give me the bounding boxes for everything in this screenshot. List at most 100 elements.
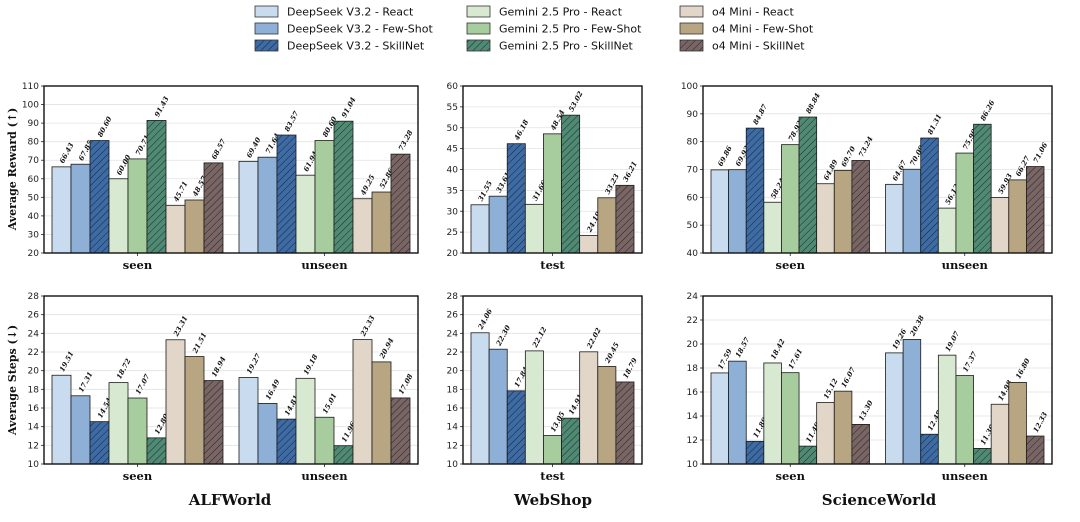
bar-o4-mini-react-seen (165, 204, 186, 254)
ytick-label: 60 (28, 175, 40, 185)
bar-deepseek-v3-2-skillnet-seen (745, 127, 765, 254)
bar-gemini-2-5-pro-react-test (524, 203, 544, 254)
bar-deepseek-v3-2-react-unseen (238, 377, 259, 465)
bar-deepseek-v3-2-skillnet-unseen (276, 418, 297, 465)
data-label: 69.86 (716, 144, 734, 168)
data-label: 53.02 (566, 89, 584, 113)
bar-group-test: 24.0622.3017.8422.1213.0514.9122.0220.45… (470, 307, 639, 465)
ytick-label: 110 (22, 82, 39, 92)
ytick-label: 20 (687, 340, 699, 350)
data-label: 19.18 (301, 353, 319, 377)
panel-alfworld-reward: 20 30 40 50 60 70 80 90 100 110 66.43 67.8580.6060.… (22, 82, 419, 272)
ytick-label: 12 (687, 436, 698, 446)
data-label: 71.06 (1031, 141, 1049, 165)
bar-gemini-2-5-pro-skillnet-seen (798, 116, 818, 254)
ytick-label: 20 (447, 367, 459, 377)
legend-item-deepseek-v3-2-skillnet: DeepSeek V3.2 - SkillNet (254, 40, 425, 53)
ytick-label: 22 (687, 316, 698, 326)
data-label: 22.30 (494, 323, 513, 348)
ytick-label: 60 (687, 193, 699, 203)
legend-label: o4 Mini - Few-Shot (712, 23, 814, 36)
data-label: 17.37 (961, 350, 979, 374)
data-label: 81.31 (925, 112, 943, 136)
bar-group-seen: 69.86 69.9384.8758.2478.9388.8464.8969.70… (710, 91, 875, 254)
ytick-label: 10 (28, 460, 40, 470)
legend-item-o4-mini-react: o4 Mini - React (679, 5, 794, 19)
bar-gemini-2-5-pro-few-shot-seen (127, 158, 148, 254)
bar-gemini-2-5-pro-react-unseen (937, 354, 957, 465)
bar-gemini-2-5-pro-skillnet-unseen (973, 123, 992, 254)
domain-label-alfworld: ALFWorld (188, 491, 272, 509)
bar-o4-mini-few-shot-seen (833, 169, 853, 254)
bar-o4-mini-few-shot-unseen (1008, 381, 1027, 465)
data-label: 80.60 (95, 115, 113, 139)
data-label: 66.43 (57, 141, 75, 165)
data-label: 20.45 (602, 341, 621, 366)
ytick-label: 45 (447, 145, 458, 155)
ytick-label: 100 (681, 82, 698, 92)
plot-frame (702, 295, 1053, 465)
ylabel-reward: Average Reward (↑) (6, 108, 19, 232)
legend-item-gemini-2-5-pro-few-shot: Gemini 2.5 Pro - Few-Shot (466, 22, 642, 36)
ytick-label: 50 (687, 221, 699, 231)
bar-deepseek-v3-2-skillnet-unseen (920, 433, 939, 465)
bar-o4-mini-skillnet-unseen (1025, 166, 1045, 254)
ytick-label: 14 (28, 423, 40, 433)
ytick-label: 40 (447, 166, 459, 176)
data-label: 22.02 (584, 326, 603, 351)
ytick-label: 10 (447, 460, 459, 470)
bar-deepseek-v3-2-few-shot-seen (70, 395, 91, 465)
ytick-label: 20 (28, 249, 40, 259)
bar-gemini-2-5-pro-few-shot-seen (781, 372, 800, 465)
plot-frame (43, 85, 419, 254)
bar-o4-mini-react-seen (816, 402, 835, 465)
legend-swatch (466, 22, 491, 35)
bar-o4-mini-skillnet-seen (203, 162, 224, 254)
data-label: 91.43 (152, 95, 170, 119)
data-label: 69.40 (244, 136, 262, 160)
bar-o4-mini-skillnet-unseen (1025, 435, 1045, 465)
bar-o4-mini-react-test (579, 351, 599, 465)
bar-o4-mini-skillnet-test (615, 381, 635, 465)
ytick-label: 16 (687, 388, 699, 398)
bar-gemini-2-5-pro-react-seen (108, 382, 129, 465)
legend-item-deepseek-v3-2-few-shot: DeepSeek V3.2 - Few-Shot (254, 23, 433, 36)
bar-o4-mini-few-shot-seen (184, 199, 205, 254)
panel-webshop-steps: 10 12 14 16 18 20 22 24 26 28 24.0622.3017.8422.12… (447, 292, 643, 483)
legend-swatch (679, 22, 704, 35)
data-label: 22.12 (530, 325, 549, 350)
panel-alfworld-steps: 10 12 14 16 18 20 22 24 26 28 19.5117.3114.5418.72… (28, 292, 419, 483)
bar-o4-mini-react-seen (165, 339, 186, 465)
bar-deepseek-v3-2-skillnet-test (506, 143, 526, 254)
xtick-label-test: test (540, 258, 565, 272)
data-label: 20.94 (377, 336, 396, 361)
data-label: 91.04 (339, 95, 357, 119)
bar-group-unseen: 19.2716.4914.8119.1815.0111.9623.3320.94… (238, 314, 415, 465)
ytick-label: 28 (28, 292, 40, 302)
ytick-label: 18 (28, 385, 40, 395)
legend-label: DeepSeek V3.2 - Few-Shot (287, 23, 433, 36)
bar-gemini-2-5-pro-few-shot-unseen (955, 375, 974, 465)
bar-deepseek-v3-2-react-unseen (238, 160, 259, 254)
legend-swatch (679, 39, 704, 52)
data-label: 19.27 (244, 352, 262, 376)
legend-label: DeepSeek V3.2 - React (287, 6, 414, 19)
bar-o4-mini-few-shot-unseen (371, 361, 392, 465)
ytick-label: 40 (687, 249, 699, 259)
legend-label: DeepSeek V3.2 - SkillNet (287, 40, 425, 53)
bar-deepseek-v3-2-react-seen (710, 169, 730, 254)
data-label: 17.08 (396, 372, 414, 396)
data-label: 17.31 (76, 370, 94, 394)
legend-item-o4-mini-skillnet: o4 Mini - SkillNet (679, 39, 805, 53)
ytick-label: 30 (447, 207, 459, 217)
bar-gemini-2-5-pro-react-seen (763, 362, 782, 465)
legend-item-deepseek-v3-2-react: DeepSeek V3.2 - React (254, 6, 414, 19)
plot-frame (43, 295, 419, 465)
bar-deepseek-v3-2-react-unseen (885, 183, 904, 254)
legend-swatch (679, 5, 704, 18)
bar-deepseek-v3-2-skillnet-seen (745, 440, 765, 465)
ytick-label: 35 (447, 186, 458, 196)
ytick-label: 50 (447, 124, 459, 134)
ytick-label: 14 (447, 423, 459, 433)
